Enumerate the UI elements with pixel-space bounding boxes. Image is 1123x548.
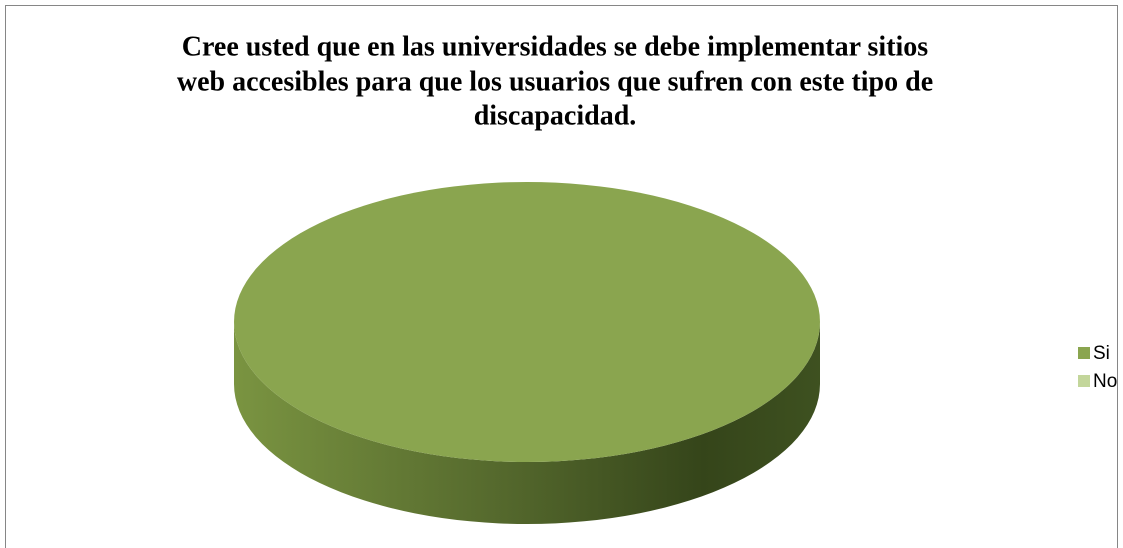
legend-swatch xyxy=(1078,375,1090,387)
chart-title: web accesibles para que los usuarios que… xyxy=(177,66,933,97)
legend-label: No xyxy=(1093,371,1117,392)
legend-label: Si xyxy=(1093,343,1110,364)
chart-title: discapacidad. xyxy=(474,100,637,131)
slice-side xyxy=(234,322,820,524)
chart-title: Cree usted que en las universidades se d… xyxy=(182,31,929,62)
slice xyxy=(234,182,820,462)
legend-swatch xyxy=(1078,347,1090,359)
